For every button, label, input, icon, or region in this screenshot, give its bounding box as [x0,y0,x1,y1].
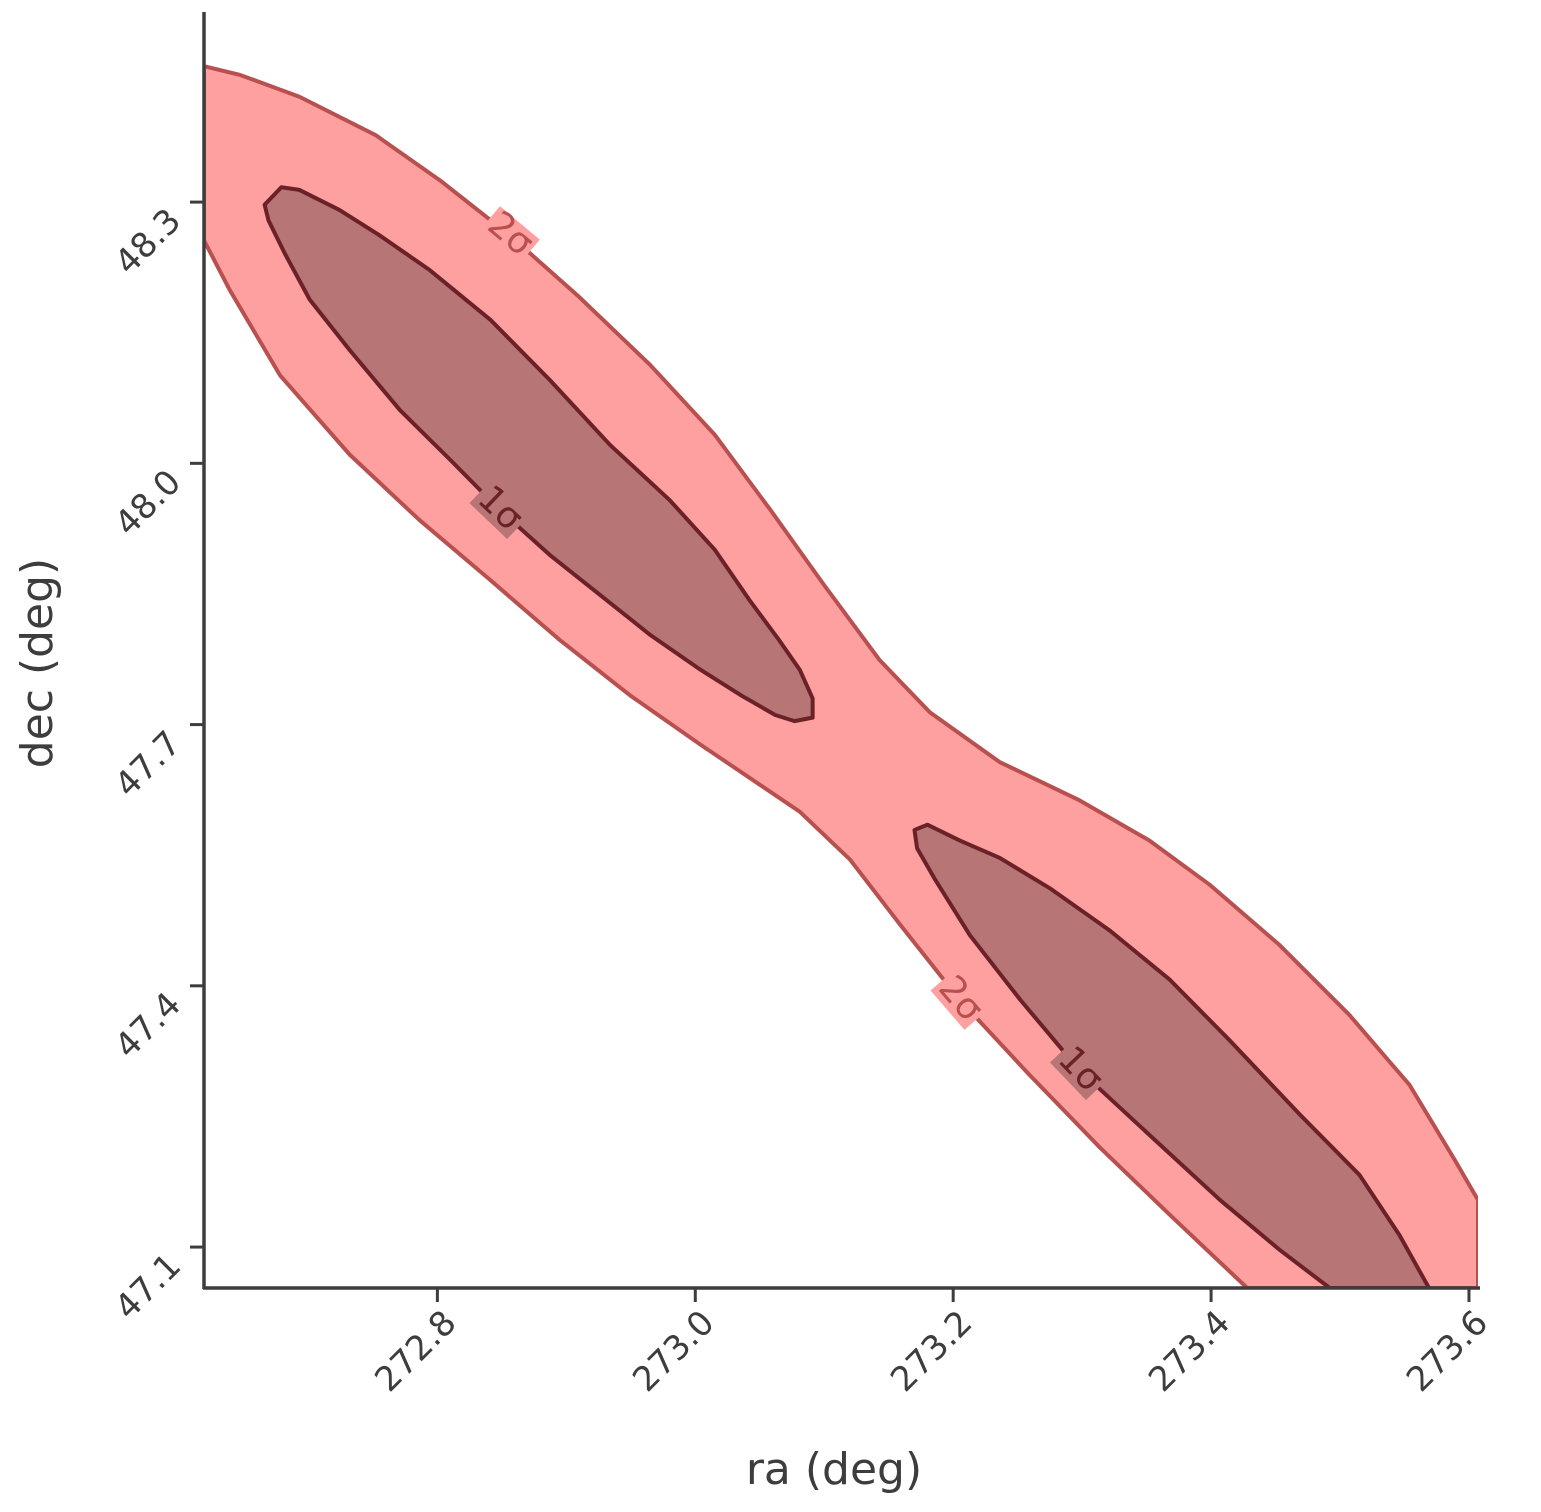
x-tick-label: 273.6 [1399,1303,1496,1400]
contour-region [912,822,1431,1288]
y-tick-label: 48.0 [107,462,189,544]
y-tick-label: 48.3 [107,201,189,283]
y-tick-label: 47.4 [107,985,189,1067]
y-tick-label: 47.7 [107,723,189,805]
contour-label-gap [1050,1040,1110,1101]
y-axis-label: dec (deg) [12,558,63,768]
contour-label-gap [469,479,530,540]
x-tick-label: 273.4 [1141,1303,1238,1400]
contour-label-gap [479,206,540,265]
contour-label-gap [930,969,989,1030]
x-tick-label: 273.0 [625,1303,722,1400]
x-tick-label: 273.2 [883,1303,980,1400]
contour-region [262,185,815,724]
y-tick-label: 47.1 [107,1246,189,1328]
x-axis-label: ra (deg) [746,1444,922,1495]
x-tick-label: 272.8 [367,1303,464,1400]
